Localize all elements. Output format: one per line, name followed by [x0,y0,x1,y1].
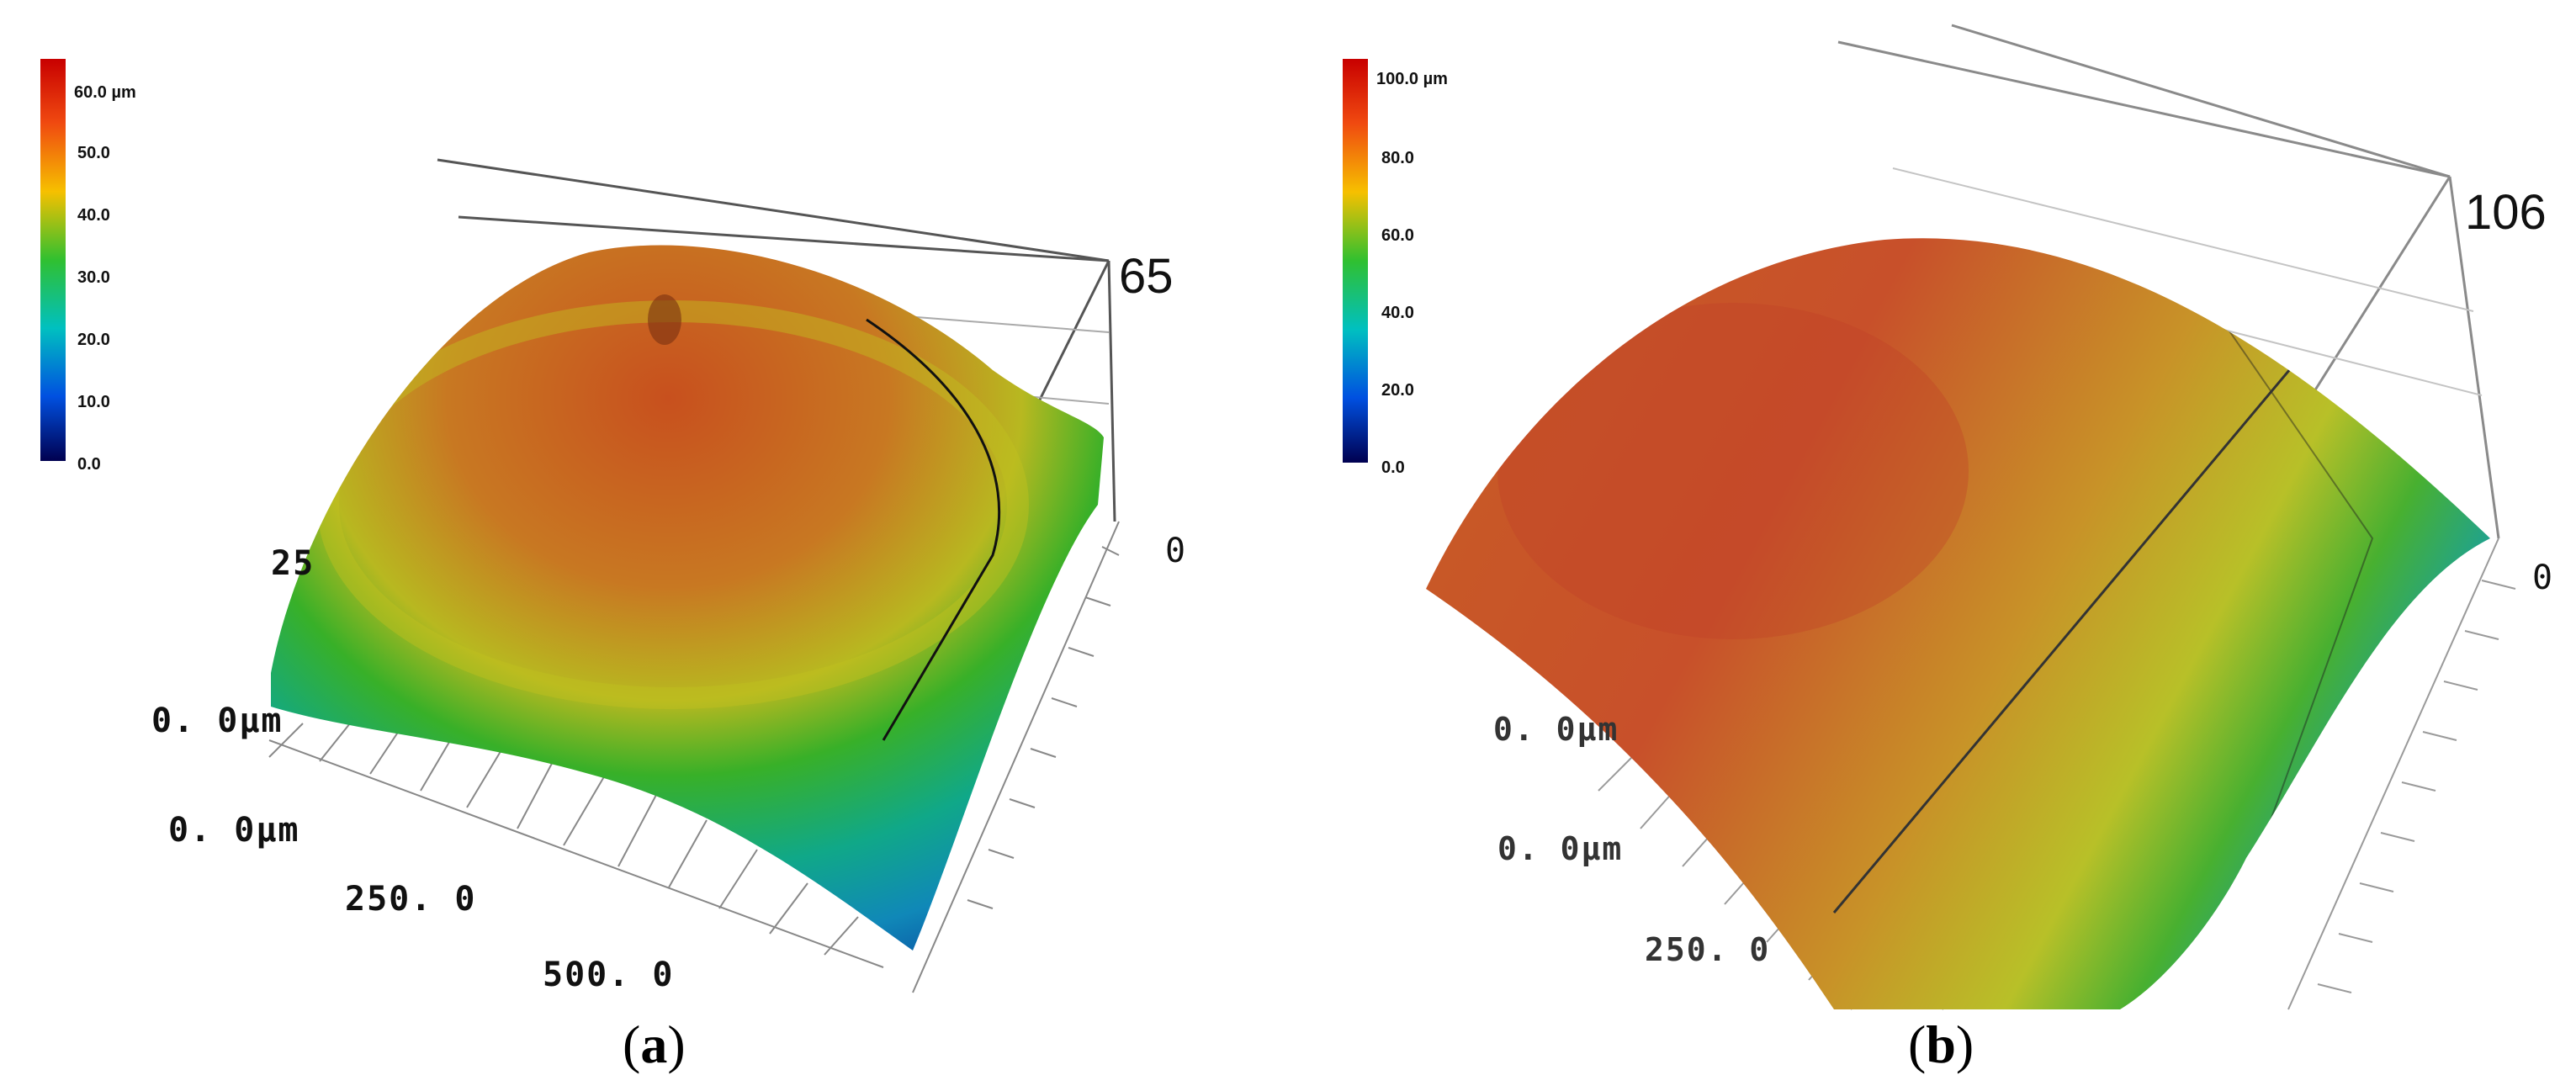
x-axis-origin-label: 0. 0µm [168,811,300,850]
color-scale-tick: 40.0 [77,206,110,225]
color-scale-tick: 0.0 [1381,458,1405,477]
caption-b: (b) [1908,1014,1974,1074]
surface-dome [271,245,1104,951]
panel-a-figure: 60.0 µm 50.0 40.0 30.0 20.0 10.0 0.0 [40,59,1185,994]
z-axis-min-label: 0 [2532,559,2552,597]
caption-a: (a) [623,1014,686,1074]
color-scale-tick: 20.0 [77,331,110,349]
color-scale-tick: 80.0 [1381,149,1414,167]
color-scale-tick: 60.0 [1381,226,1414,245]
z-axis-min-label: 0 [1165,532,1185,570]
x-axis-tick-label: 250. 0 [1645,931,1770,968]
y-axis-origin-label: 0. 0µm [1493,711,1619,748]
y-axis-origin-label: 0. 0µm [151,702,284,740]
color-scale-tick: 10.0 [77,393,110,411]
panel-b-figure: 100.0 µm 80.0 60.0 40.0 20.0 0.0 [1343,24,2552,1010]
x-axis-tick-label: 250. 0 [345,880,477,919]
color-scale-tick: 40.0 [1381,304,1414,322]
color-scale-bar [40,59,66,461]
panel-a: 60.0 µm 50.0 40.0 30.0 20.0 10.0 0.0 [40,59,1185,1074]
z-axis-max-label: 65 [1119,249,1174,304]
surface-dome [1426,238,2490,1009]
color-scale-tick: 50.0 [77,144,110,162]
z-axis-max-label: 106 [2465,185,2547,240]
color-scale-max-label: 100.0 µm [1376,70,1448,88]
x-axis-origin-label: 0. 0µm [1497,830,1623,867]
color-scale-max-label: 60.0 µm [74,83,136,102]
y-axis-tick-label: 25 [271,544,315,583]
panel-b: 100.0 µm 80.0 60.0 40.0 20.0 0.0 [1296,0,2576,1091]
x-axis-tick-label: 500. 0 [543,956,675,994]
color-scale-tick: 0.0 [77,455,101,474]
color-scale-tick: 20.0 [1381,381,1414,400]
color-scale-bar [1343,59,1368,463]
color-scale-tick: 30.0 [77,268,110,287]
